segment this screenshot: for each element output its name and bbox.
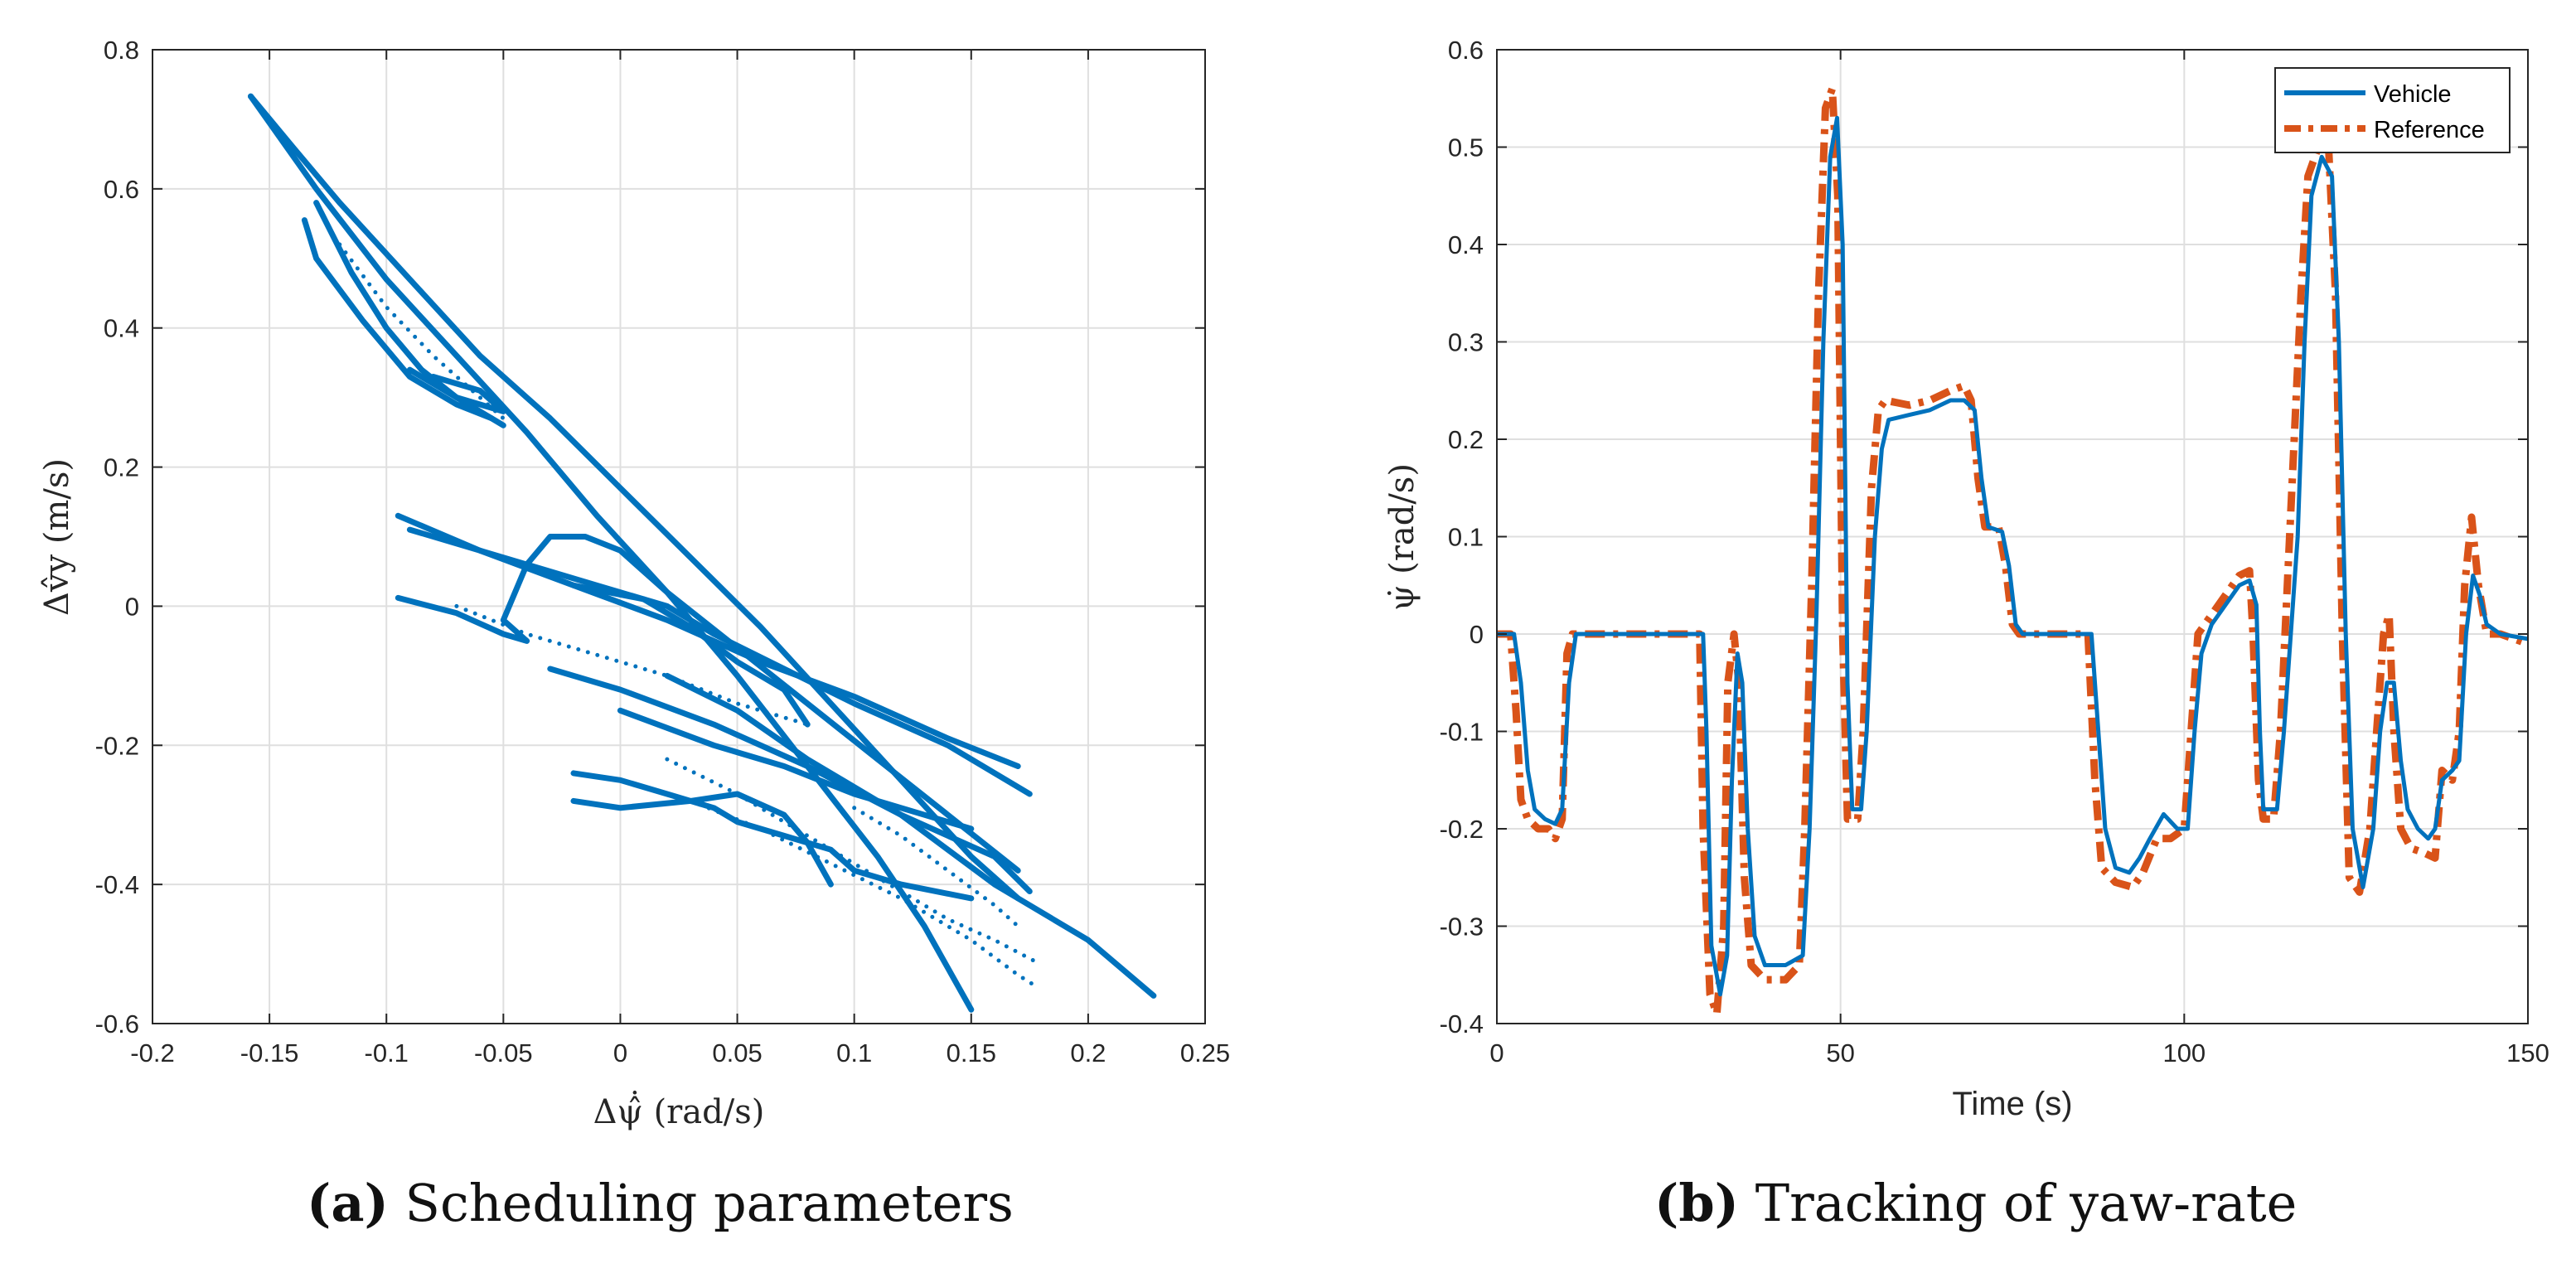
panel-b-yaw-rate-tracking: 0 50 100 150 -0.4-0.3-0.2-0.100.10.20.30.40… <box>1383 36 2549 1122</box>
trace-strand-10 <box>547 666 1033 894</box>
caption-a: (a) Scheduling parameters <box>307 1173 1014 1233</box>
panel-a-plot-area <box>153 50 1205 1024</box>
legend-reference-label: Reference <box>2374 117 2485 143</box>
y-tick-label: 0.3 <box>1448 328 1484 357</box>
panel-b-y-ticks: -0.4 -0.3 -0.2 -0.1 0 0.1 0.2 0.3 0.4 0.5 0.6 <box>1440 36 2528 1038</box>
x-tick-label: -0.1 <box>365 1038 409 1067</box>
panel-a-y-axis-label: Δv̂y (m/s) <box>38 458 76 616</box>
y-tick-label: 0.6 <box>1448 36 1484 65</box>
caption-a-letter: (a) <box>307 1173 389 1233</box>
y-tick-label: -0.4 <box>95 870 139 899</box>
y-tick-label: 0.1 <box>1448 523 1484 552</box>
trace-strand-12 <box>617 707 975 832</box>
y-tick-label: 0.4 <box>104 314 139 343</box>
y-tick-label: 0.2 <box>1448 425 1484 454</box>
x-tick-label: 50 <box>1826 1038 1854 1067</box>
trace-strand-13 <box>570 582 811 728</box>
y-tick-label: 0.5 <box>1448 133 1484 162</box>
y-tick-label: 0 <box>125 592 139 621</box>
x-tick-label: 0.2 <box>1070 1038 1106 1067</box>
trace-strand-11 <box>664 672 1157 999</box>
x-tick-label: 0.25 <box>1180 1038 1230 1067</box>
trace-strand-2 <box>248 93 975 1013</box>
panel-b-series <box>1497 85 2530 1018</box>
y-tick-label: -0.3 <box>1440 913 1484 942</box>
legend-vehicle-label: Vehicle <box>2374 81 2452 108</box>
series-vehicle-line <box>1497 115 2529 997</box>
x-tick-label: -0.2 <box>130 1038 174 1067</box>
panel-a-x-axis-label: Δψ̂̇ (rad/s) <box>593 1091 765 1131</box>
legend-box <box>2274 67 2511 153</box>
trace-strand-14 <box>406 366 506 414</box>
caption-b: (b) Tracking of yaw-rate <box>1654 1173 2297 1233</box>
panel-b-x-axis-label: Time (s) <box>1952 1086 2072 1122</box>
panel-b-x-ticks: 0 50 100 150 <box>1489 50 2549 1067</box>
x-tick-label: 0 <box>1489 1038 1503 1067</box>
y-tick-label: 0.8 <box>104 36 139 65</box>
trace-strand-9 <box>570 791 834 888</box>
caption-a-text: Scheduling parameters <box>388 1173 1014 1233</box>
y-tick-label: -0.1 <box>1440 718 1484 747</box>
panel-a-axes-box <box>152 49 1206 1024</box>
panel-b-legend: Vehicle Reference <box>2274 67 2511 153</box>
trace-strand-6 <box>395 534 1021 874</box>
panel-a-traces <box>248 93 1157 1013</box>
panel-b-y-axis-label: ψ̇ (rad/s) <box>1383 463 1421 611</box>
x-tick-label: 0 <box>613 1038 627 1067</box>
y-tick-label: 0.4 <box>1448 230 1484 259</box>
x-tick-label: 0.15 <box>947 1038 996 1067</box>
trace-strand-8 <box>570 770 975 902</box>
x-tick-label: -0.15 <box>240 1038 299 1067</box>
x-tick-label: 150 <box>2506 1038 2549 1067</box>
trace-strand-7 <box>406 526 1033 797</box>
x-tick-label: 100 <box>2162 1038 2206 1067</box>
panel-a-y-ticks: -0.6 -0.4 -0.2 0 0.2 0.4 0.6 0.8 <box>95 36 1205 1038</box>
panel-a-x-ticks: -0.2 -0.15 -0.1 -0.05 0 0.05 0.1 0.15 0.2 0.25 <box>130 50 1230 1067</box>
x-tick-label: 0.1 <box>836 1038 872 1067</box>
y-tick-label: 0 <box>1470 620 1484 649</box>
y-tick-label: -0.6 <box>95 1009 139 1038</box>
y-tick-label: 0.6 <box>104 175 139 204</box>
y-tick-label: -0.4 <box>1440 1009 1484 1038</box>
dotted-dots-2 <box>454 603 810 727</box>
y-tick-label: -0.2 <box>95 731 139 760</box>
y-tick-label: 0.2 <box>104 453 139 482</box>
y-tick-label: -0.2 <box>1440 815 1484 844</box>
caption-b-letter: (b) <box>1654 1173 1740 1233</box>
panel-a-scheduling-parameters: -0.2 -0.15 -0.1 -0.05 0 0.05 0.1 0.15 0.2 0.25 -0… <box>38 36 1230 1131</box>
x-tick-label: 0.05 <box>712 1038 762 1067</box>
trace-strand-4 <box>301 217 495 422</box>
x-tick-label: -0.05 <box>474 1038 533 1067</box>
caption-b-text: Tracking of yaw-rate <box>1739 1173 2298 1233</box>
